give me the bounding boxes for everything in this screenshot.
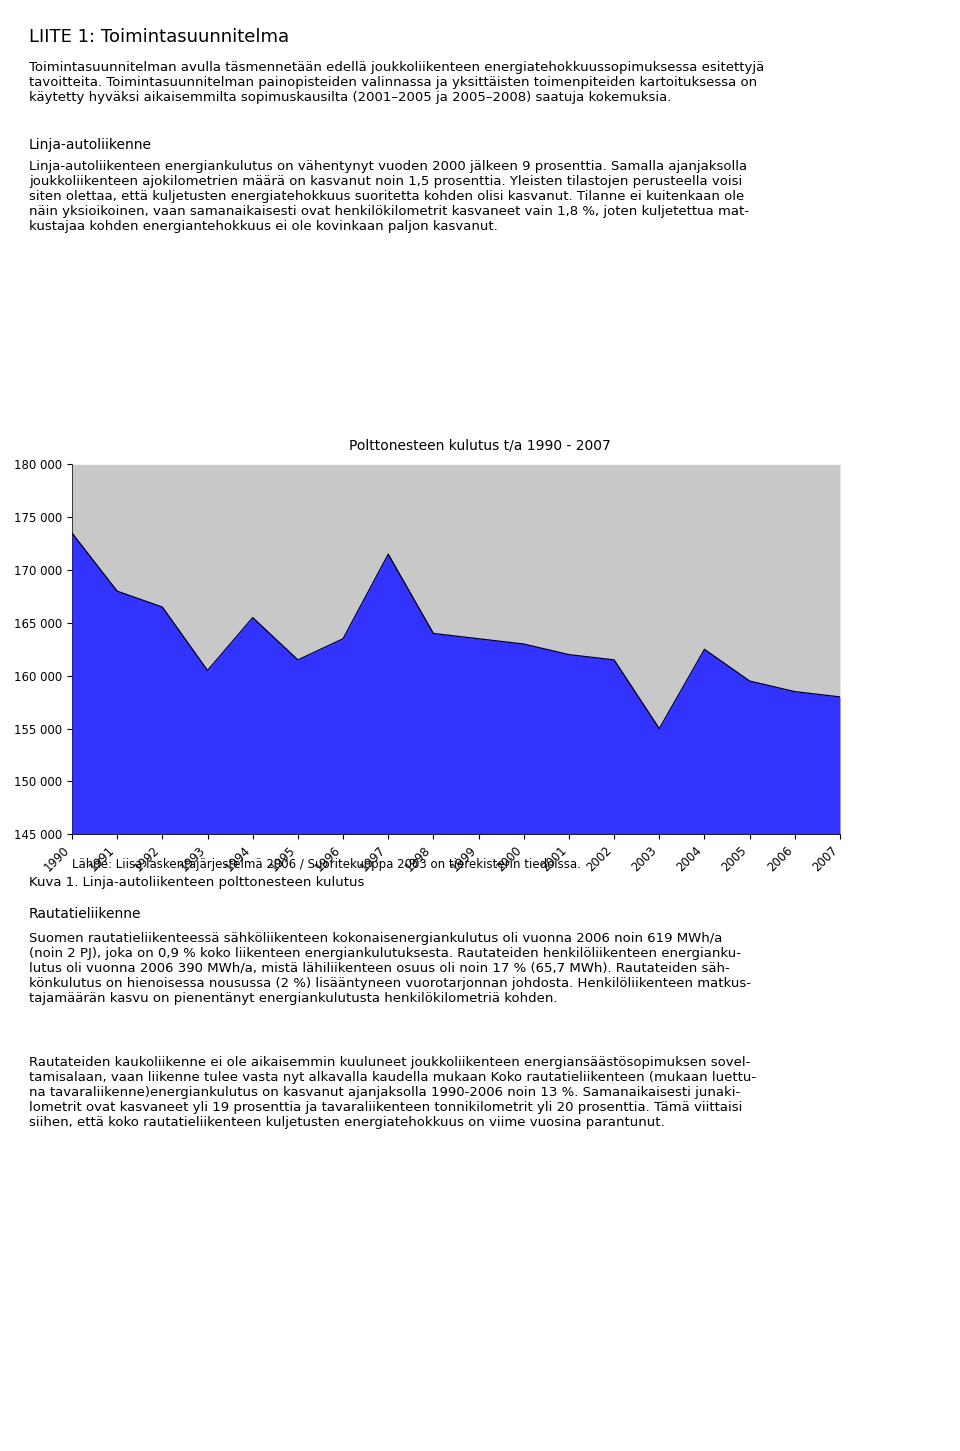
- Text: Lähde: Liisa laskentajärjestelmä 2006 / Suoritekuoppa 2003 on tierekisterin tied: Lähde: Liisa laskentajärjestelmä 2006 / …: [72, 858, 581, 871]
- Text: Toimintasuunnitelman avulla täsmennetään edellä joukkoliikenteen energiatehokkuu: Toimintasuunnitelman avulla täsmennetään…: [29, 61, 764, 104]
- Text: Rautatieliikenne: Rautatieliikenne: [29, 907, 141, 921]
- Text: Linja-autoliikenteen energiankulutus on vähentynyt vuoden 2000 jälkeen 9 prosent: Linja-autoliikenteen energiankulutus on …: [29, 160, 749, 232]
- Text: Linja-autoliikenne: Linja-autoliikenne: [29, 138, 152, 152]
- Text: Polttonesteen kulutus t/a 1990 - 2007: Polttonesteen kulutus t/a 1990 - 2007: [349, 438, 611, 453]
- Text: LIITE 1: Toimintasuunnitelma: LIITE 1: Toimintasuunnitelma: [29, 28, 289, 45]
- Text: Rautateiden kaukoliikenne ei ole aikaisemmin kuuluneet joukkoliikenteen energian: Rautateiden kaukoliikenne ei ole aikaise…: [29, 1056, 756, 1129]
- Text: Suomen rautatieliikenteessä sähköliikenteen kokonaisenergiankulutus oli vuonna 2: Suomen rautatieliikenteessä sähköliikent…: [29, 932, 751, 1004]
- Text: Kuva 1. Linja-autoliikenteen polttonesteen kulutus: Kuva 1. Linja-autoliikenteen polttoneste…: [29, 876, 364, 889]
